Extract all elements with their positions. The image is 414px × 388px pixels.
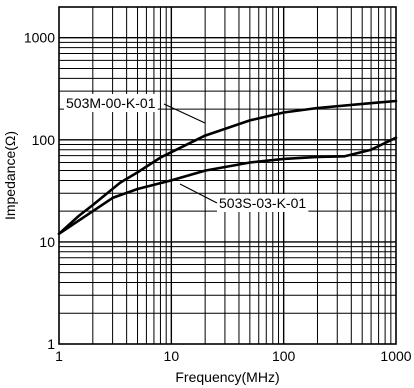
x-axis-label: Frequency(MHz) xyxy=(175,369,279,385)
series-name-503m: 503M-00-K-01 xyxy=(66,95,156,111)
y-tick-label: 1000 xyxy=(24,30,55,46)
series-layer xyxy=(57,99,398,236)
series-name-503s: 503S-03-K-01 xyxy=(219,195,306,211)
series-label-503m: 503M-00-K-01 xyxy=(64,94,206,124)
x-tick-label: 100 xyxy=(272,348,296,364)
y-axis-label: Impedance(Ω) xyxy=(2,131,18,220)
series-label-503s: 503S-03-K-01 xyxy=(179,183,309,212)
plot-frame xyxy=(58,6,397,345)
leader-line-503m xyxy=(163,103,206,124)
x-tick-label: 1 xyxy=(55,348,63,364)
y-tick-label: 10 xyxy=(39,234,55,250)
y-tick-label: 1 xyxy=(47,336,55,352)
grid xyxy=(59,7,396,344)
y-tick-label: 100 xyxy=(32,132,56,148)
leader-line-503s xyxy=(179,183,218,204)
x-tick-label: 10 xyxy=(164,348,180,364)
series-line-1 xyxy=(57,99,398,236)
tick-labels: 1 10 100 1000 1 10 100 1000 xyxy=(24,30,412,364)
x-tick-label: 1000 xyxy=(380,348,411,364)
series-line-2 xyxy=(57,136,398,236)
